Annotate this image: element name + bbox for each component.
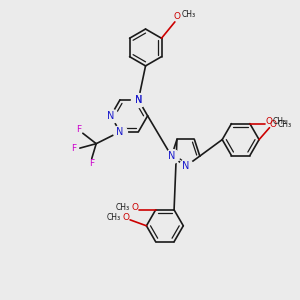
- Text: CH₃: CH₃: [277, 120, 291, 129]
- Text: CH₃: CH₃: [272, 117, 287, 126]
- Text: N: N: [135, 95, 142, 105]
- Text: O: O: [123, 213, 130, 222]
- Text: O: O: [132, 203, 139, 212]
- Text: N: N: [135, 95, 142, 105]
- Text: O: O: [265, 117, 272, 126]
- Text: F: F: [89, 159, 94, 168]
- Text: CH₃: CH₃: [107, 213, 121, 222]
- Text: N: N: [182, 161, 189, 171]
- Text: O: O: [173, 12, 181, 21]
- Text: CH₃: CH₃: [181, 10, 195, 19]
- Text: N: N: [107, 111, 115, 121]
- Text: O: O: [270, 120, 277, 129]
- Text: N: N: [116, 127, 124, 137]
- Text: CH₃: CH₃: [116, 203, 130, 212]
- Text: F: F: [76, 125, 81, 134]
- Text: F: F: [71, 144, 76, 153]
- Text: N: N: [168, 151, 175, 161]
